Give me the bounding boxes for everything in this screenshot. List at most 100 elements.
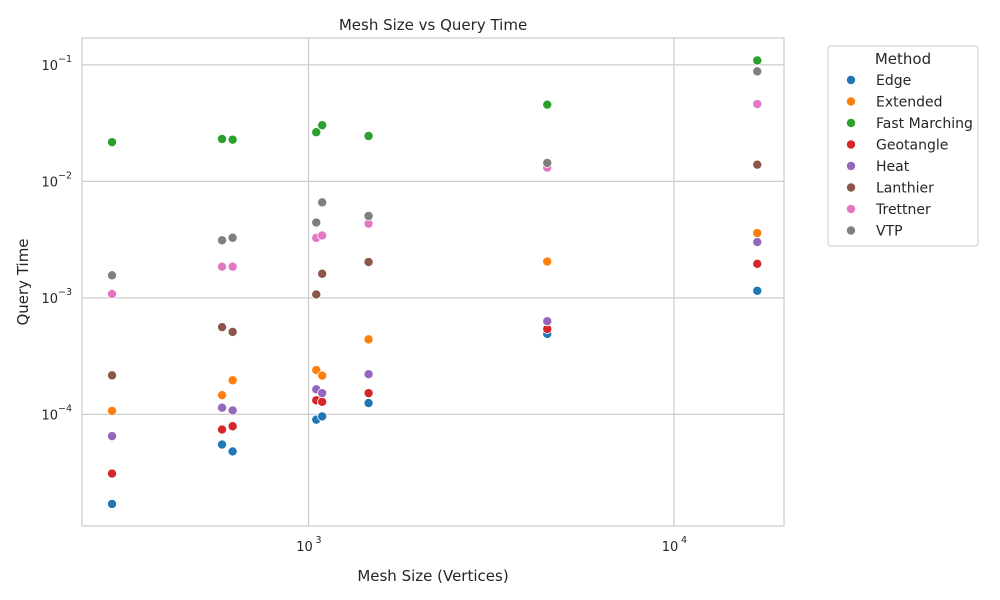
data-point bbox=[363, 369, 374, 380]
legend-marker bbox=[846, 160, 857, 171]
data-point bbox=[363, 131, 374, 142]
y-axis-label: Query Time bbox=[14, 238, 32, 325]
data-point bbox=[311, 289, 322, 300]
x-ticks: 10 3 10 4 bbox=[296, 535, 687, 555]
data-point bbox=[363, 398, 374, 409]
data-point bbox=[317, 396, 328, 407]
data-point bbox=[227, 375, 238, 386]
data-point bbox=[227, 446, 238, 457]
legend-label: Fast Marching bbox=[876, 116, 973, 132]
data-point bbox=[107, 370, 118, 381]
data-point bbox=[317, 388, 328, 399]
legend-marker bbox=[846, 96, 857, 107]
data-point bbox=[227, 134, 238, 145]
legend-item: VTP bbox=[846, 224, 903, 240]
data-point bbox=[107, 431, 118, 442]
y-tick-exponent: −3 bbox=[58, 287, 72, 298]
data-point bbox=[217, 402, 228, 413]
data-point bbox=[317, 120, 328, 131]
legend-marker bbox=[846, 118, 857, 129]
data-point bbox=[217, 133, 228, 144]
plot-frame bbox=[81, 37, 785, 527]
series-vtp bbox=[107, 66, 763, 281]
x-tick-exponent: 4 bbox=[681, 535, 687, 546]
data-point bbox=[317, 370, 328, 381]
series-heat bbox=[107, 237, 763, 442]
y-tick-exponent: −1 bbox=[58, 54, 72, 65]
data-point bbox=[107, 137, 118, 148]
data-point bbox=[217, 322, 228, 333]
data-point bbox=[227, 421, 238, 432]
legend-marker bbox=[846, 139, 857, 150]
legend-item: Extended bbox=[846, 95, 943, 111]
data-point bbox=[107, 468, 118, 479]
data-point bbox=[752, 66, 763, 77]
y-tick-exponent: −4 bbox=[58, 403, 72, 414]
data-point bbox=[752, 237, 763, 248]
legend-label: Lanthier bbox=[876, 181, 934, 197]
data-point bbox=[752, 55, 763, 66]
data-point bbox=[752, 159, 763, 170]
data-point bbox=[217, 439, 228, 450]
data-point bbox=[107, 270, 118, 281]
legend-label: Geotangle bbox=[876, 138, 948, 154]
y-tick-label: 10 bbox=[41, 59, 58, 74]
data-point bbox=[363, 334, 374, 345]
data-point bbox=[542, 316, 553, 327]
y-tick-label: 10 bbox=[41, 175, 58, 190]
legend-item: Fast Marching bbox=[846, 116, 973, 132]
data-point bbox=[227, 232, 238, 243]
data-point bbox=[217, 235, 228, 246]
data-point bbox=[317, 230, 328, 241]
data-point bbox=[227, 405, 238, 416]
data-point bbox=[311, 127, 322, 138]
data-point bbox=[752, 228, 763, 239]
x-tick-label: 10 bbox=[296, 540, 313, 555]
series-fast-marching bbox=[107, 55, 763, 148]
legend-label: Edge bbox=[876, 73, 911, 89]
x-axis-label: Mesh Size (Vertices) bbox=[357, 567, 508, 585]
data-point bbox=[107, 405, 118, 416]
legend-items: Edge Extended Fast Marching Geotangle Heat La… bbox=[846, 73, 973, 240]
legend-marker bbox=[846, 203, 857, 214]
y-tick-exponent: −2 bbox=[58, 170, 72, 181]
data-point bbox=[217, 390, 228, 401]
legend-marker bbox=[846, 225, 857, 236]
legend-label: Heat bbox=[876, 159, 910, 175]
data-point bbox=[542, 157, 553, 168]
y-tick-label: 10 bbox=[41, 408, 58, 423]
legend-item: Lanthier bbox=[846, 181, 934, 197]
series-trettner bbox=[107, 99, 763, 299]
legend-title: Method bbox=[875, 50, 931, 68]
legend-marker bbox=[846, 182, 857, 193]
y-ticks: 10−410−310−210−1 bbox=[41, 54, 72, 423]
legend-item: Edge bbox=[846, 73, 911, 89]
data-point bbox=[217, 424, 228, 435]
data-point bbox=[752, 99, 763, 110]
data-point bbox=[363, 211, 374, 222]
series-geotangle bbox=[107, 258, 763, 479]
data-point bbox=[752, 285, 763, 296]
data-point bbox=[217, 261, 228, 272]
data-point bbox=[311, 217, 322, 228]
legend-item: Geotangle bbox=[846, 138, 948, 154]
grid bbox=[82, 38, 784, 526]
y-tick-label: 10 bbox=[41, 292, 58, 307]
data-point bbox=[107, 498, 118, 509]
chart-title: Mesh Size vs Query Time bbox=[339, 16, 527, 34]
legend-label: Trettner bbox=[875, 202, 931, 218]
x-tick-label: 10 bbox=[662, 540, 679, 555]
data-point bbox=[363, 388, 374, 399]
legend-label: Extended bbox=[876, 95, 943, 111]
data-point bbox=[542, 99, 553, 110]
data-point bbox=[317, 411, 328, 422]
data-point bbox=[542, 256, 553, 267]
x-tick-exponent: 3 bbox=[316, 535, 322, 546]
data-point bbox=[317, 268, 328, 279]
data-point bbox=[107, 288, 118, 299]
legend-item: Heat bbox=[846, 159, 910, 175]
legend-label: VTP bbox=[876, 224, 903, 240]
data-point bbox=[227, 261, 238, 272]
data-points bbox=[107, 55, 763, 509]
